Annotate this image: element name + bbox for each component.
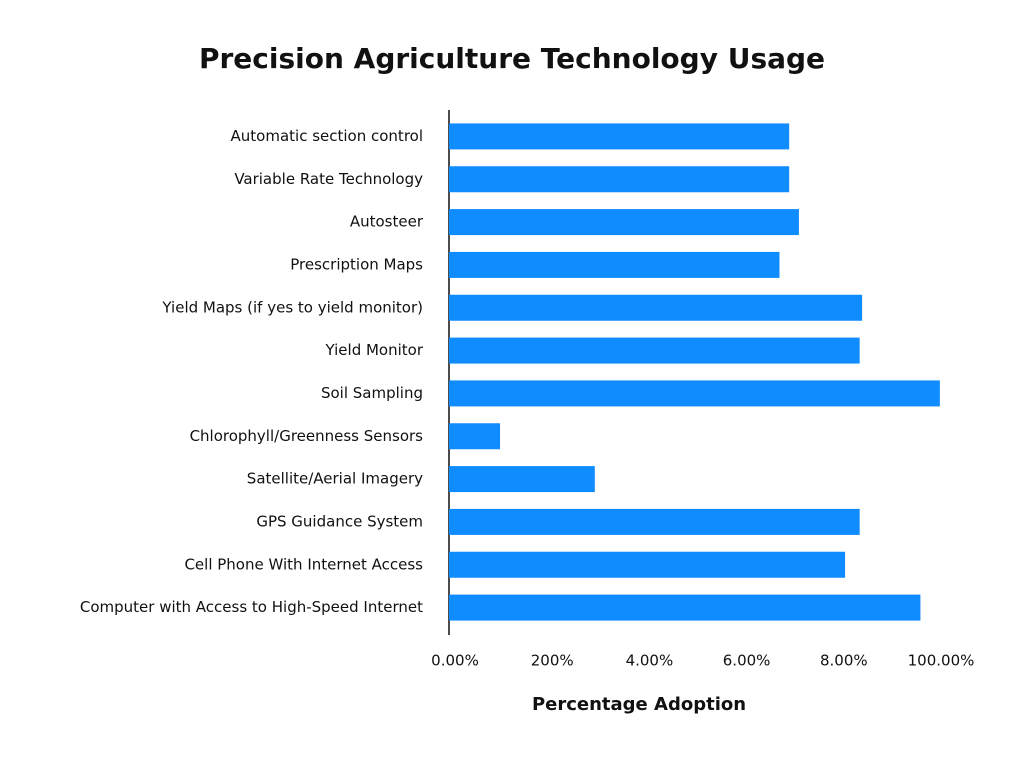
y-tick-label: Prescription Maps (290, 255, 423, 273)
bar (449, 466, 595, 493)
bar (449, 508, 860, 535)
y-tick-label: Computer with Access to High-Speed Inter… (80, 598, 423, 616)
x-tick-label: 8.00% (820, 652, 868, 670)
y-tick-label: Yield Monitor (325, 341, 424, 359)
y-tick-label: Chlorophyll/Greenness Sensors (190, 427, 424, 445)
y-tick-label: GPS Guidance System (256, 512, 423, 530)
x-axis-title: Percentage Adoption (532, 694, 746, 715)
bar (449, 337, 860, 364)
x-tick-label: 200% (531, 652, 574, 670)
y-tick-label: Automatic section control (231, 127, 423, 145)
bar (449, 123, 790, 150)
bar (449, 294, 863, 321)
bar (449, 551, 846, 578)
y-tick-label: Satellite/Aerial Imagery (247, 470, 423, 488)
bar (449, 380, 940, 407)
x-tick-label: 100.00% (908, 652, 975, 670)
y-tick-label: Variable Rate Technology (234, 170, 423, 188)
y-tick-label: Yield Maps (if yes to yield monitor) (161, 298, 423, 316)
x-tick-label: 4.00% (626, 652, 674, 670)
bar (449, 251, 780, 278)
y-tick-label: Soil Sampling (321, 384, 423, 402)
bar (449, 423, 501, 450)
bar (449, 594, 921, 621)
chart-title: Precision Agriculture Technology Usage (199, 42, 825, 75)
bar (449, 209, 799, 236)
x-tick-label: 6.00% (723, 652, 771, 670)
x-tick-label: 0.00% (431, 652, 479, 670)
y-tick-label: Cell Phone With Internet Access (184, 555, 423, 573)
bar (449, 166, 790, 193)
y-tick-label: Autosteer (350, 213, 424, 231)
